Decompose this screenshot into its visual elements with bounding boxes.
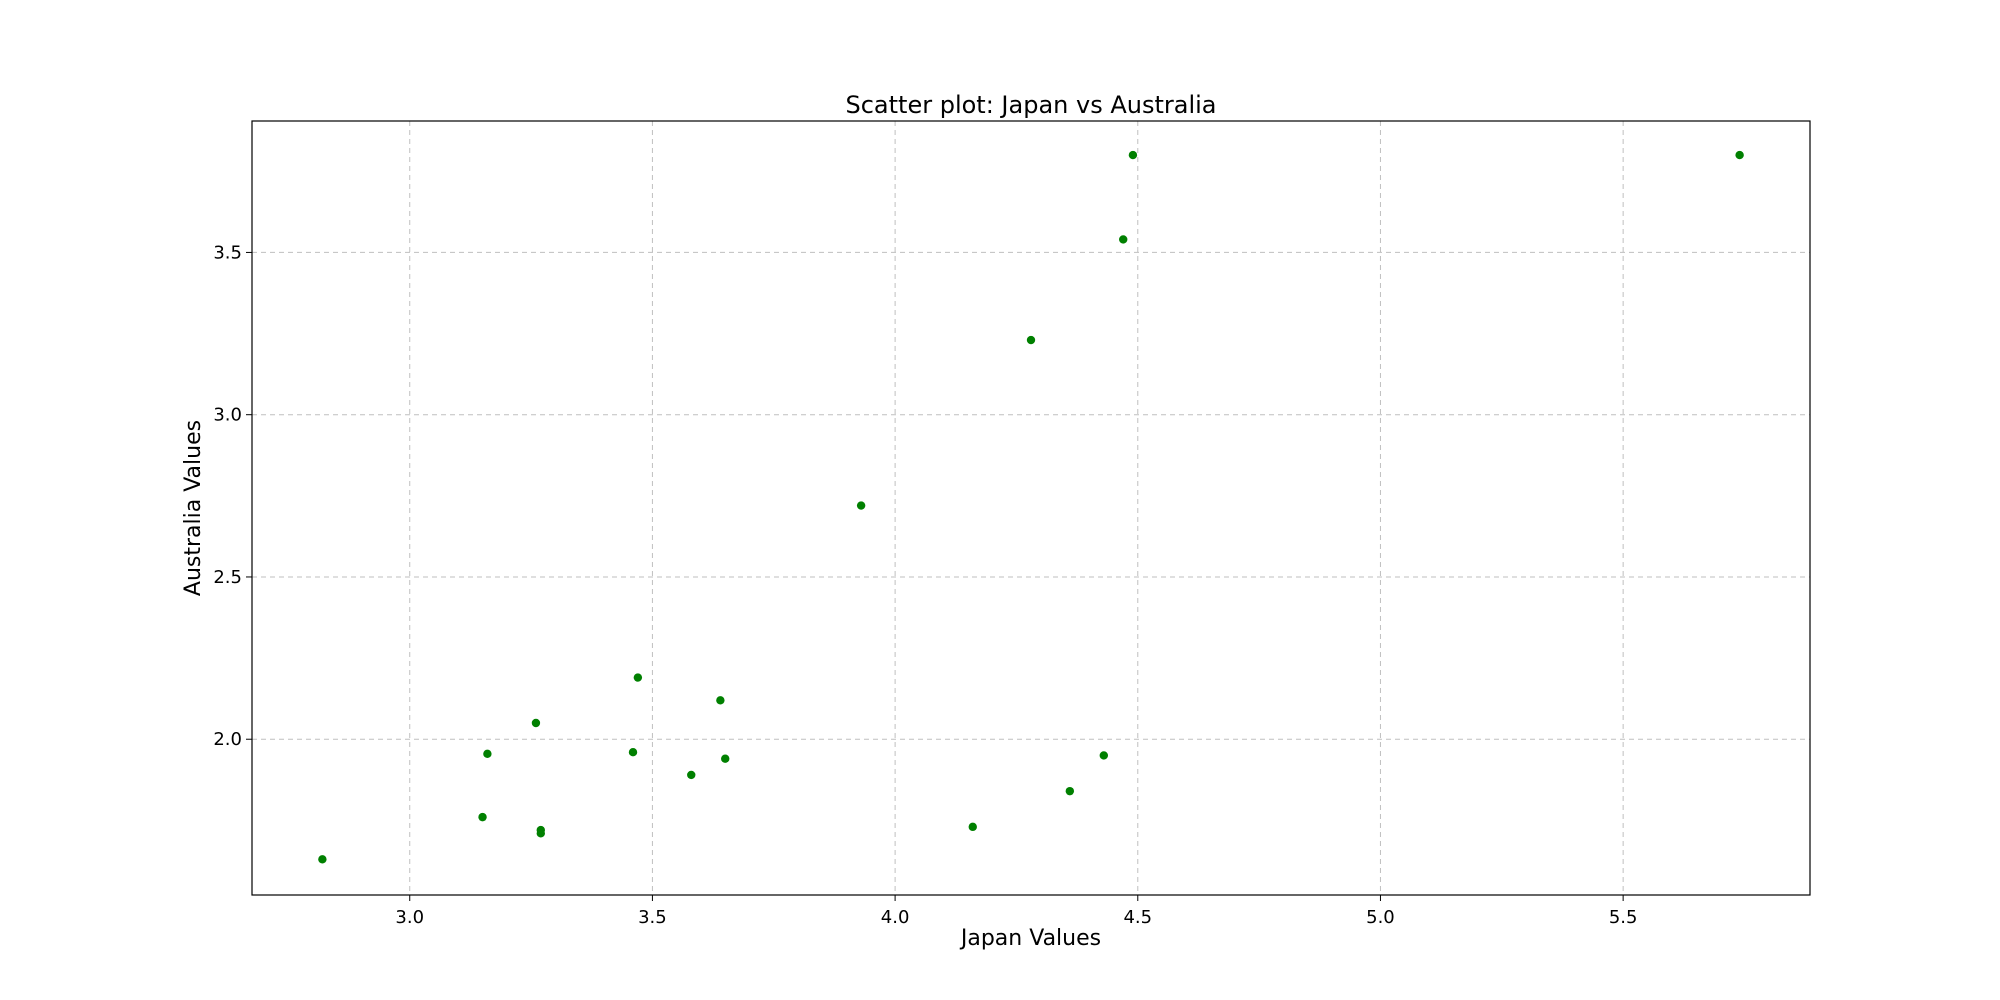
data-point xyxy=(716,696,725,705)
data-point xyxy=(1099,751,1109,760)
point-layer xyxy=(318,150,1744,864)
data-point xyxy=(1128,150,1138,160)
data-point xyxy=(1119,235,1128,244)
data-point xyxy=(721,754,730,763)
data-point xyxy=(318,855,327,864)
x-tick-label: 5.5 xyxy=(1609,907,1638,928)
data-point xyxy=(536,829,545,838)
x-axis-label: Japan Values xyxy=(959,926,1101,951)
data-point xyxy=(628,748,638,757)
data-point xyxy=(483,749,492,759)
y-tick-label: 3.5 xyxy=(213,242,242,263)
data-point xyxy=(478,812,487,822)
x-tick-label: 5.0 xyxy=(1366,907,1395,928)
data-point xyxy=(856,501,866,510)
y-tick-label: 2.0 xyxy=(213,729,242,750)
chart-title: Scatter plot: Japan vs Australia xyxy=(846,91,1217,119)
x-tick-label: 4.0 xyxy=(881,907,910,928)
x-tick-label: 3.5 xyxy=(638,907,667,928)
y-tick-label: 3.0 xyxy=(213,405,242,426)
grid-layer xyxy=(252,121,1810,895)
x-tick-label: 3.0 xyxy=(395,907,424,928)
plot-frame xyxy=(251,120,1811,896)
y-tick-label: 2.5 xyxy=(213,567,242,588)
tick-layer: 3.0 3.5 4.0 4.5 5.0 5.5 2.0 2.5 3.0 3.5 xyxy=(213,242,1637,928)
data-point xyxy=(531,718,541,728)
data-point xyxy=(968,822,977,832)
data-point xyxy=(687,770,696,780)
data-point xyxy=(633,673,643,682)
y-axis-label: Australia Values xyxy=(181,420,206,596)
data-point xyxy=(1065,786,1075,796)
data-point xyxy=(1026,335,1036,345)
data-point xyxy=(1735,150,1744,160)
x-tick-label: 4.5 xyxy=(1123,907,1152,928)
